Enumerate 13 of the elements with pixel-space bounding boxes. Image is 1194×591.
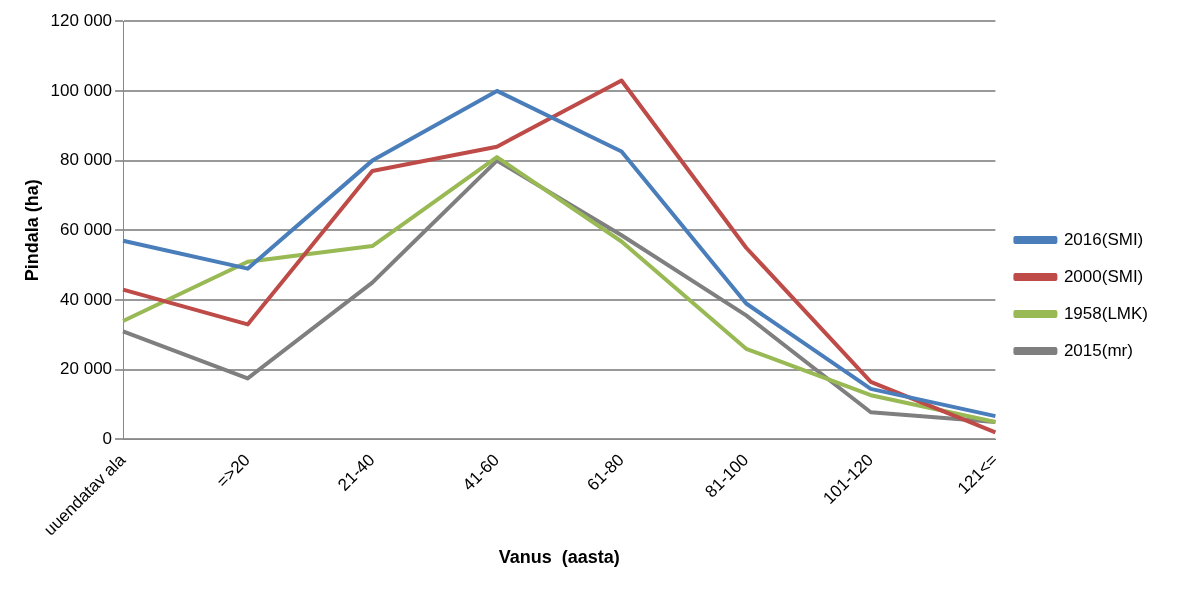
y-tick-label: 80 000 xyxy=(60,150,113,170)
y-tick-label: 40 000 xyxy=(60,289,113,309)
legend-label: 2016(SMI) xyxy=(1063,229,1144,249)
legend-label: 1958(LMK) xyxy=(1063,303,1149,323)
y-axis-title: Pindala (ha) xyxy=(21,179,42,282)
y-tick-label: 20 000 xyxy=(60,359,113,379)
y-tick-label: 0 xyxy=(102,429,113,449)
x-axis-title: Vanus (aasta) xyxy=(498,547,620,568)
legend-label: 2000(SMI) xyxy=(1063,266,1144,286)
y-tick-label: 120 000 xyxy=(50,10,113,30)
legend-label: 2015(mr) xyxy=(1063,340,1133,360)
y-tick-label: 100 000 xyxy=(50,80,113,100)
y-tick-label: 60 000 xyxy=(60,220,113,240)
